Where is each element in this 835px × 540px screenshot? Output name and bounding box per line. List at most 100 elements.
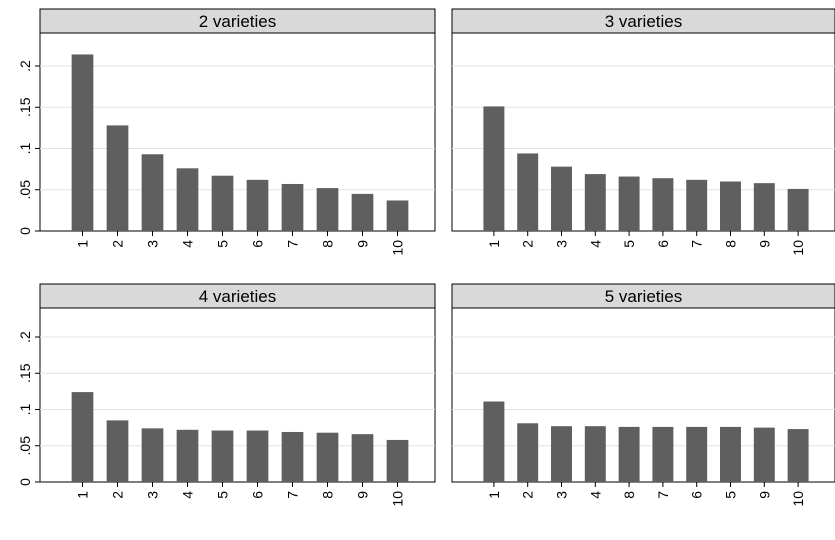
bar	[71, 54, 94, 232]
x-tick-label: 4	[587, 491, 603, 499]
x-tick-label: 2	[110, 240, 126, 248]
x-tick-label: 6	[250, 491, 266, 499]
x-tick-label: 2	[520, 491, 536, 499]
bar	[483, 401, 505, 482]
bar	[351, 434, 374, 482]
bar	[787, 188, 809, 231]
bar	[551, 166, 572, 231]
x-tick-label: 7	[689, 240, 705, 248]
x-tick-label: 9	[355, 491, 371, 499]
x-tick-label: 10	[390, 240, 406, 256]
bar	[584, 426, 606, 482]
bar	[753, 427, 775, 482]
x-tick-label: 9	[756, 491, 772, 499]
panel-title: 5 varieties	[605, 287, 682, 306]
bar	[618, 176, 640, 231]
x-tick-label: 3	[145, 240, 161, 248]
x-tick-label: 3	[145, 491, 161, 499]
bar	[71, 392, 94, 482]
bar	[618, 426, 640, 482]
x-tick-label: 6	[689, 491, 705, 499]
chart-panel-1: 2 varieties 1 2 3 4 5 6 7 8 9 10 0 .05 .1 .15 .2	[17, 8, 436, 256]
bar	[483, 106, 505, 231]
plot-area	[39, 32, 436, 232]
bar	[386, 200, 409, 231]
panel-header	[451, 8, 835, 34]
x-tick-label: 1	[486, 240, 502, 248]
bar	[652, 426, 674, 482]
bar	[246, 430, 269, 482]
x-tick-label: 6	[250, 240, 266, 248]
x-tick-label: 1	[75, 491, 91, 499]
x-tick-label: 5	[215, 240, 231, 248]
panel-header	[39, 8, 436, 34]
x-tick-label: 5	[215, 491, 231, 499]
bar	[517, 153, 539, 231]
bar	[141, 428, 164, 482]
x-tick-label: 2	[110, 491, 126, 499]
bar	[316, 432, 339, 482]
y-tick-label: .15	[17, 97, 33, 117]
x-tick-label: 9	[756, 240, 772, 248]
chart-panel-3: 4 varieties 1 2 3 4 5 6 7 8 9 10 0 .05 .1 .15 .2	[17, 283, 436, 507]
chart-panel-4: 5 varieties 1 2 3 4 8 7 6 5 9 10	[451, 283, 835, 507]
panel-title: 2 varieties	[199, 12, 276, 31]
x-tick-label: 10	[790, 240, 806, 256]
y-tick-label: 0	[17, 227, 33, 235]
x-tick-label: 10	[390, 491, 406, 507]
y-tick-label: .2	[17, 331, 33, 343]
bar	[211, 175, 234, 231]
bar	[551, 426, 572, 482]
x-tick-label: 4	[180, 491, 196, 499]
bar	[787, 429, 809, 482]
bar	[720, 426, 741, 482]
bar	[652, 178, 674, 231]
bar	[517, 423, 539, 482]
x-tick-label: 8	[723, 240, 739, 248]
bar	[141, 154, 164, 231]
x-tick-label: 10	[790, 491, 806, 507]
bar	[386, 439, 409, 482]
x-tick-label: 6	[655, 240, 671, 248]
y-tick-label: 0	[17, 478, 33, 486]
x-tick-label: 4	[180, 240, 196, 248]
x-tick-label: 3	[554, 491, 570, 499]
bar	[211, 430, 234, 482]
x-tick-label: 7	[285, 240, 301, 248]
x-tick-label: 5	[723, 491, 739, 499]
bar	[246, 179, 269, 231]
chart-panel-2: 3 varieties 1 2 3 4 5 6 7 8 9 10	[451, 8, 835, 256]
plot-area	[451, 32, 835, 232]
y-tick-label: .1	[17, 403, 33, 415]
plot-area	[451, 307, 835, 483]
bar	[584, 174, 606, 231]
y-tick-label: .05	[17, 436, 33, 456]
panel-header	[451, 283, 835, 309]
bar	[686, 179, 708, 231]
plot-area	[39, 307, 436, 483]
bar	[281, 183, 304, 231]
x-tick-label: 3	[554, 240, 570, 248]
bar	[720, 181, 741, 231]
bar	[316, 188, 339, 231]
x-tick-label: 1	[75, 240, 91, 248]
x-tick-label: 4	[587, 240, 603, 248]
x-tick-label: 1	[486, 491, 502, 499]
y-tick-label: .15	[17, 363, 33, 383]
bar	[686, 426, 708, 482]
y-tick-label: .2	[17, 60, 33, 72]
x-tick-label: 5	[621, 240, 637, 248]
x-tick-label: 8	[621, 491, 637, 499]
panel-header	[39, 283, 436, 309]
bar	[351, 193, 374, 231]
x-tick-label: 8	[320, 240, 336, 248]
bar	[176, 168, 199, 231]
bar	[106, 125, 129, 231]
x-tick-label: 2	[520, 240, 536, 248]
bar	[106, 420, 129, 482]
x-tick-label: 9	[355, 240, 371, 248]
x-tick-label: 7	[285, 491, 301, 499]
panel-title: 3 varieties	[605, 12, 682, 31]
